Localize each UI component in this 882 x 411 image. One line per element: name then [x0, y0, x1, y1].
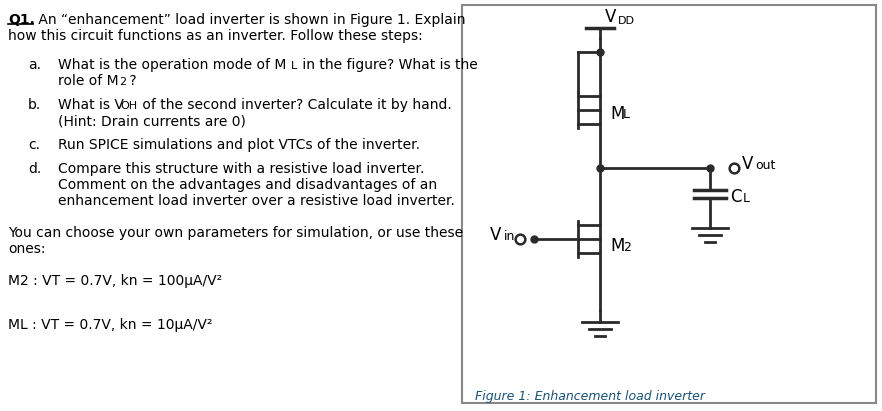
Text: M: M	[610, 237, 624, 255]
Text: V: V	[742, 155, 753, 173]
Text: What is the operation mode of M: What is the operation mode of M	[58, 58, 287, 72]
Text: out: out	[755, 159, 775, 172]
Text: 2: 2	[119, 77, 126, 87]
Text: DD: DD	[618, 16, 635, 26]
Text: OH: OH	[120, 101, 137, 111]
Text: Figure 1: Enhancement load inverter: Figure 1: Enhancement load inverter	[475, 390, 705, 403]
Text: M2 : VT = 0.7V, kn = 100μA/V²: M2 : VT = 0.7V, kn = 100μA/V²	[8, 274, 222, 288]
Text: of the second inverter? Calculate it by hand.: of the second inverter? Calculate it by …	[138, 98, 452, 112]
Text: ones:: ones:	[8, 242, 46, 256]
Text: in the figure? What is the: in the figure? What is the	[298, 58, 478, 72]
Text: ?: ?	[125, 74, 137, 88]
Text: L: L	[623, 108, 630, 121]
Text: V: V	[605, 8, 617, 26]
Text: (Hint: Drain currents are 0): (Hint: Drain currents are 0)	[58, 114, 246, 128]
Text: Compare this structure with a resistive load inverter.: Compare this structure with a resistive …	[58, 162, 424, 176]
Text: M: M	[610, 105, 624, 123]
Text: V: V	[490, 226, 501, 244]
Text: c.: c.	[28, 138, 40, 152]
Text: role of M: role of M	[58, 74, 118, 88]
Text: 2: 2	[623, 241, 631, 254]
Text: Q1.: Q1.	[8, 13, 35, 27]
Text: L: L	[291, 61, 297, 71]
Bar	[462, 5, 876, 403]
Text: a.: a.	[28, 58, 41, 72]
Text: Comment on the advantages and disadvantages of an: Comment on the advantages and disadvanta…	[58, 178, 437, 192]
Text: d.: d.	[28, 162, 41, 176]
Text: An “enhancement” load inverter is shown in Figure 1. Explain: An “enhancement” load inverter is shown …	[34, 13, 466, 27]
Text: enhancement load inverter over a resistive load inverter.: enhancement load inverter over a resisti…	[58, 194, 455, 208]
Text: ML : VT = 0.7V, kn = 10μA/V²: ML : VT = 0.7V, kn = 10μA/V²	[8, 318, 213, 332]
Text: Run SPICE simulations and plot VTCs of the inverter.: Run SPICE simulations and plot VTCs of t…	[58, 138, 420, 152]
Text: You can choose your own parameters for simulation, or use these: You can choose your own parameters for s…	[8, 226, 463, 240]
Text: b.: b.	[28, 98, 41, 112]
Text: C: C	[730, 188, 742, 206]
Text: how this circuit functions as an inverter. Follow these steps:: how this circuit functions as an inverte…	[8, 29, 422, 43]
Text: L: L	[743, 192, 750, 205]
Text: What is V: What is V	[58, 98, 123, 112]
Text: in: in	[504, 230, 515, 243]
